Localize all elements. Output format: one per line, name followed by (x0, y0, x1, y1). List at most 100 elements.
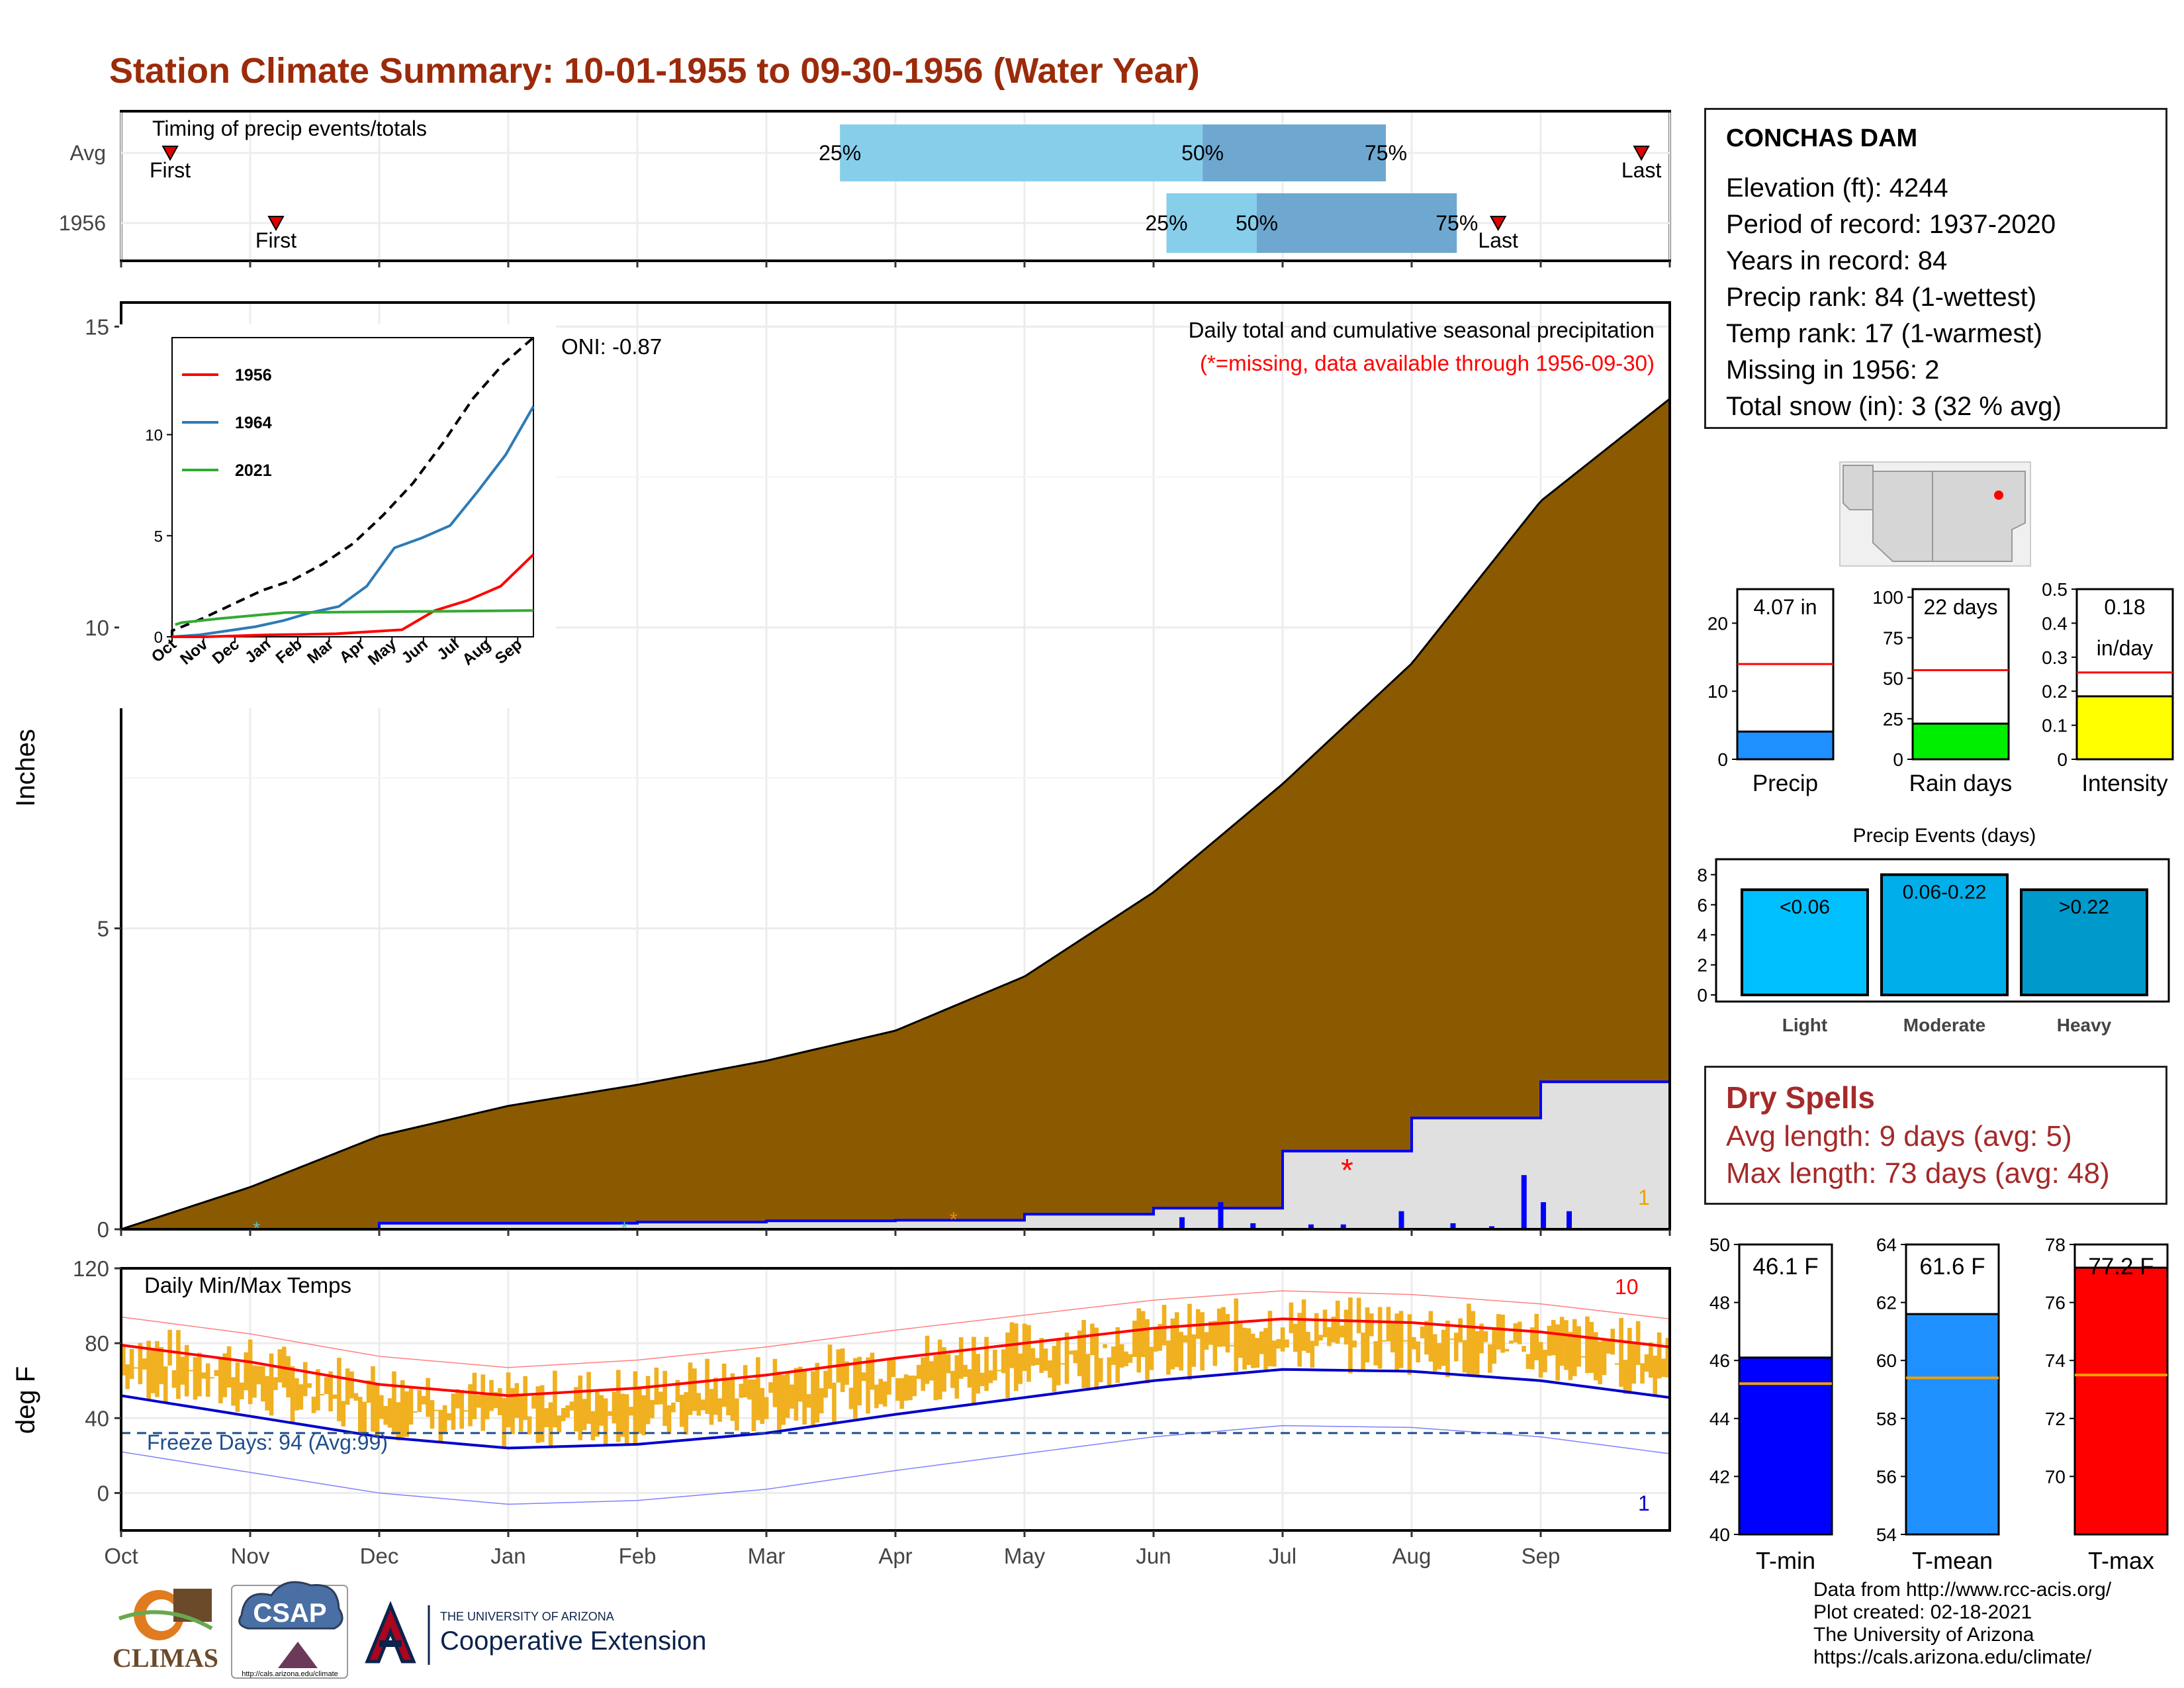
temp-summary-value: 77.2 F (2088, 1254, 2154, 1280)
year-cumulative-area (121, 984, 1671, 1231)
daily-temp-bar (979, 1372, 985, 1386)
daily-temp-bar (1022, 1323, 1027, 1371)
daily-temp-bar (1174, 1312, 1179, 1368)
summary-ytick-label: 50 (1883, 669, 1903, 689)
daily-temp-bar (1623, 1360, 1628, 1394)
cumulative-precip-area (120, 397, 1671, 1231)
daily-temp-bar (1310, 1340, 1315, 1368)
daily-temp-bar (1119, 1344, 1124, 1368)
daily-temp-bar (1640, 1363, 1645, 1384)
daily-temp-bar (933, 1355, 938, 1401)
precip-event-range: <0.06 (1780, 896, 1830, 918)
temp-summary-ytick-label: 54 (1876, 1524, 1897, 1545)
daily-temp-bar (189, 1370, 193, 1372)
daily-temp-bar (472, 1372, 477, 1420)
daily-temp-bar (988, 1370, 993, 1383)
daily-temp-bar (226, 1346, 232, 1387)
daily-temp-bar (1246, 1328, 1251, 1365)
daily-temp-bar (578, 1375, 583, 1440)
daily-temp-bar (735, 1398, 739, 1430)
daily-temp-bar (1589, 1321, 1594, 1374)
daily-temp-bar (484, 1393, 490, 1420)
daily-temp-bar (1377, 1307, 1383, 1369)
daily-temp-bar (1568, 1332, 1573, 1380)
summary-ytick-label: 0.5 (2042, 579, 2068, 600)
inset-series-2021 (175, 609, 534, 626)
daily-temp-bar (316, 1369, 320, 1411)
daily-temp-bar (1665, 1338, 1670, 1378)
summary-ytick-label: 25 (1883, 709, 1903, 729)
daily-temp-bar (1204, 1332, 1209, 1350)
daily-temp-bar (1293, 1323, 1298, 1352)
page-title: Station Climate Summary: 10-01-1955 to 0… (109, 51, 1200, 91)
daily-temp-bar (1107, 1357, 1112, 1388)
daily-temp-bar (895, 1378, 900, 1401)
daily-temp-bar (345, 1368, 350, 1405)
daily-temp-bar (929, 1361, 934, 1381)
daily-temp-bar (121, 1345, 126, 1376)
record-max-line (120, 1290, 1670, 1368)
summary-bars: 0 10 20 4.07 in Precip 0 25 50 75 100 22 days Rain … (1707, 579, 2174, 796)
summary-value-label: 4.07 in (1753, 595, 1817, 619)
daily-temp-bar (921, 1357, 925, 1391)
daily-temp-bar (1335, 1300, 1340, 1344)
daily-temp-bar (379, 1395, 384, 1419)
daily-temp-bar (1221, 1307, 1226, 1347)
daily-temp-bar (620, 1393, 625, 1437)
daily-temp-bar (426, 1378, 430, 1417)
month-label: Jan (490, 1544, 525, 1568)
daily-temp-bar (1242, 1327, 1247, 1370)
daily-temp-bar (396, 1402, 401, 1441)
daily-temp-bar (163, 1366, 168, 1403)
precip-ytick-label: 15 (85, 314, 109, 339)
daily-temp-bar (590, 1411, 596, 1440)
daily-temp-bar (451, 1393, 456, 1430)
daily-temp-bar (514, 1383, 520, 1418)
csap-logo-text: CSAP (253, 1599, 326, 1628)
precip-event-label: Heavy (2057, 1015, 2112, 1035)
temp-summary-value: 61.6 F (1919, 1254, 1985, 1280)
daily-temp-bar (1161, 1305, 1167, 1346)
daily-temp-bar (1534, 1313, 1539, 1360)
precip-ytick-label: 5 (97, 916, 109, 941)
temp-panel: 120 80 40 0 deg F Daily Min/Max Temps Freez… (11, 1256, 1671, 1532)
daily-temp-bar (756, 1357, 760, 1421)
daily-temp-bar (1593, 1332, 1598, 1381)
daily-temp-bar (1343, 1309, 1349, 1345)
daily-temp-bar (1314, 1313, 1319, 1346)
daily-temp-bar (1183, 1335, 1188, 1343)
precip-ytick-label: 0 (97, 1217, 109, 1242)
daily-temp-bar (1412, 1336, 1416, 1350)
temp-summary-ytick-label: 62 (1876, 1293, 1897, 1313)
daily-temp-bar (1644, 1354, 1649, 1372)
daily-temp-bar (1073, 1350, 1078, 1364)
precip-event-bar (1880, 873, 2009, 996)
station-years: Years in record: 84 (1726, 246, 1948, 275)
daily-temp-bar (1462, 1340, 1467, 1373)
daily-temp-bar (633, 1371, 638, 1444)
month-axis: Oct Nov Dec Jan Feb Mar Apr May Jun Jul Aug Sep (104, 1229, 1671, 1568)
daily-temp-bar (438, 1409, 443, 1442)
daily-temp-bar (692, 1368, 697, 1411)
daily-temp-bar (1255, 1338, 1260, 1368)
daily-precip-bar (1450, 1223, 1456, 1229)
daily-temp-bar (958, 1337, 964, 1379)
summary-value-label: in/day (2097, 636, 2153, 660)
daily-temp-bar (1280, 1327, 1285, 1352)
daily-temp-bar (1631, 1344, 1637, 1384)
month-label: Feb (619, 1544, 657, 1568)
daily-temp-bar (1297, 1313, 1302, 1367)
daily-temp-bar (1432, 1334, 1437, 1372)
avg-q25-q50-bar (840, 124, 1203, 181)
timing-panel: Timing of precip events/totals Avg 1956 … (59, 110, 1671, 267)
daily-temp-bar (861, 1372, 866, 1382)
climas-logo-text: CLIMAS (113, 1643, 218, 1673)
daily-temp-bar (1267, 1311, 1273, 1366)
daily-temp-bar (713, 1378, 718, 1415)
daily-temp-bar (1128, 1354, 1133, 1363)
daily-temp-bar (751, 1379, 756, 1432)
temp-summary-ytick-label: 70 (2045, 1466, 2066, 1487)
daily-temp-bar (463, 1410, 469, 1412)
daily-temp-bar (197, 1352, 202, 1397)
daily-temp-bar (565, 1405, 570, 1418)
